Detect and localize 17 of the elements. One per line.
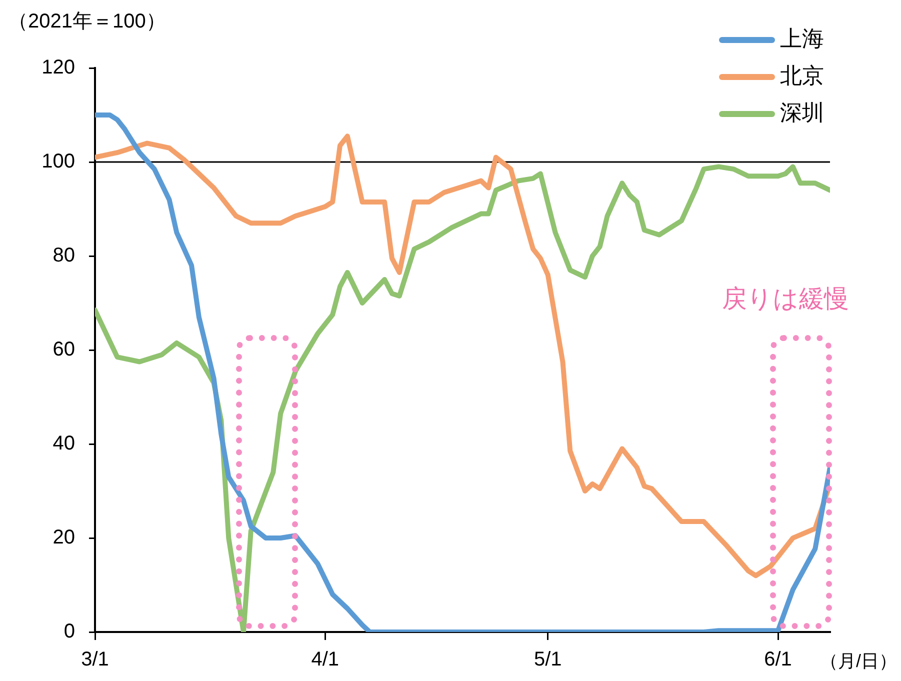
x-tick-label: 6/1 (764, 648, 792, 671)
y-tick-label: 80 (52, 244, 75, 267)
x-tick-label: 3/1 (81, 648, 109, 671)
y-tick-label: 100 (42, 150, 75, 173)
annotation: 戻りは緩慢 (722, 284, 849, 313)
y-tick-label: 40 (52, 432, 75, 455)
y-axis-title: （2021年＝100） (8, 10, 166, 33)
legend-label: 北京 (780, 63, 824, 88)
y-tick-label: 0 (64, 620, 75, 643)
legend-label: 上海 (780, 26, 824, 52)
y-tick-label: 120 (42, 56, 75, 79)
x-tick-label: 5/1 (534, 648, 562, 671)
y-tick-label: 60 (52, 338, 75, 361)
x-axis-title: （月/日） (820, 650, 897, 671)
y-tick-label: 20 (52, 526, 75, 549)
x-tick-label: 4/1 (311, 648, 340, 671)
legend-label: 深圳 (780, 100, 824, 126)
